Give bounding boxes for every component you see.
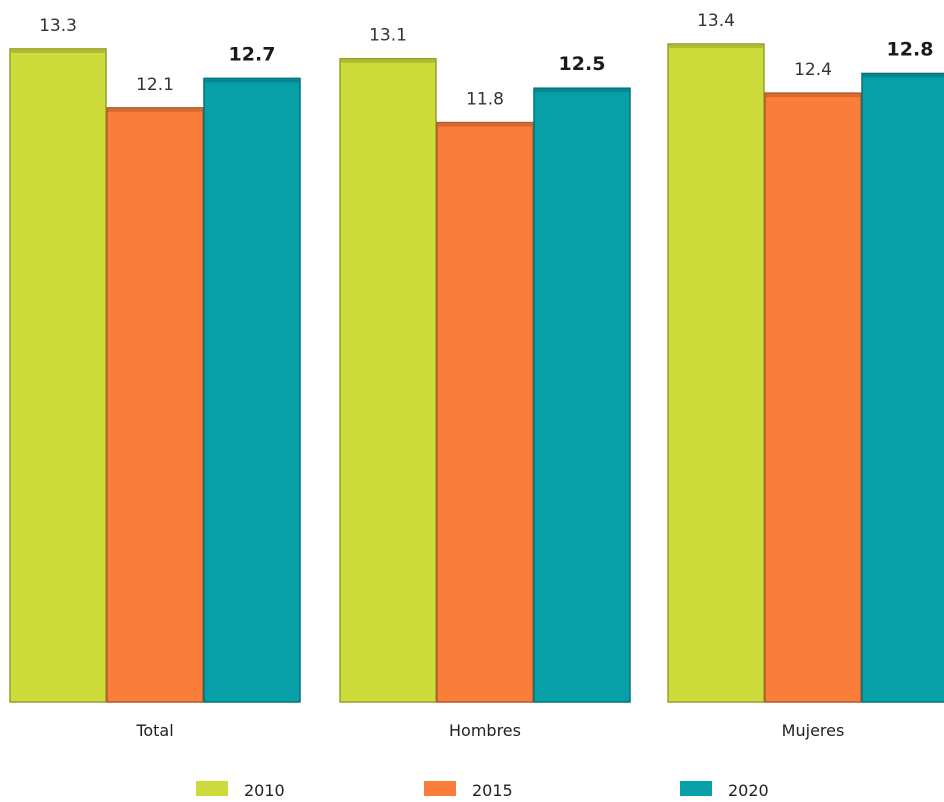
legend-label-2015: 2015 bbox=[472, 781, 513, 800]
legend-label-2020: 2020 bbox=[728, 781, 769, 800]
category-label-total: Total bbox=[135, 721, 173, 740]
bar-mujeres-2020 bbox=[861, 72, 944, 703]
category-label-mujeres: Mujeres bbox=[782, 721, 845, 740]
value-labels-group: 13.3 12.1 12.7 13.1 11.8 12.5 13.4 12.4 12.8 bbox=[39, 11, 933, 110]
value-label-mujeres-2015: 12.4 bbox=[794, 60, 832, 80]
value-label-total-2010: 13.3 bbox=[39, 16, 77, 36]
bar-hombres-2020 bbox=[533, 87, 631, 703]
category-label-hombres: Hombres bbox=[449, 721, 521, 740]
bar-bevel-mujeres-2010 bbox=[669, 45, 763, 48]
legend: 2010 2015 2020 bbox=[196, 781, 769, 800]
bar-bevel-total-2020 bbox=[205, 79, 299, 83]
legend-swatch-2015 bbox=[424, 781, 456, 796]
legend-swatch-2020 bbox=[680, 781, 712, 796]
value-label-total-2020: 12.7 bbox=[229, 43, 276, 65]
bar-bevel-hombres-2010 bbox=[341, 59, 435, 63]
category-labels-group: Total Hombres Mujeres bbox=[135, 721, 844, 740]
value-label-total-2015: 12.1 bbox=[136, 75, 174, 95]
bar-bevel-total-2010 bbox=[11, 49, 105, 53]
value-label-hombres-2015: 11.8 bbox=[466, 90, 504, 110]
bar-bevel-hombres-2020 bbox=[535, 89, 629, 93]
value-label-mujeres-2020: 12.8 bbox=[887, 38, 934, 60]
bar-bevel-hombres-2015 bbox=[438, 123, 532, 127]
value-label-mujeres-2010: 13.4 bbox=[697, 11, 735, 31]
bar-total-2010 bbox=[9, 48, 107, 703]
bar-bevel-mujeres-2020 bbox=[863, 74, 944, 78]
bars-group bbox=[9, 43, 944, 703]
value-label-hombres-2010: 13.1 bbox=[369, 26, 407, 46]
value-label-hombres-2020: 12.5 bbox=[559, 53, 606, 75]
bar-total-2015 bbox=[106, 107, 204, 703]
bar-total-2020 bbox=[203, 77, 301, 703]
bar-bevel-total-2015 bbox=[108, 108, 202, 112]
bar-hombres-2010 bbox=[339, 57, 437, 703]
bar-bevel-mujeres-2015 bbox=[766, 94, 860, 98]
bar-mujeres-2015 bbox=[764, 92, 862, 703]
legend-label-2010: 2010 bbox=[244, 781, 285, 800]
legend-swatch-2010 bbox=[196, 781, 228, 796]
bar-hombres-2015 bbox=[436, 121, 534, 703]
bar-mujeres-2010 bbox=[667, 43, 765, 703]
